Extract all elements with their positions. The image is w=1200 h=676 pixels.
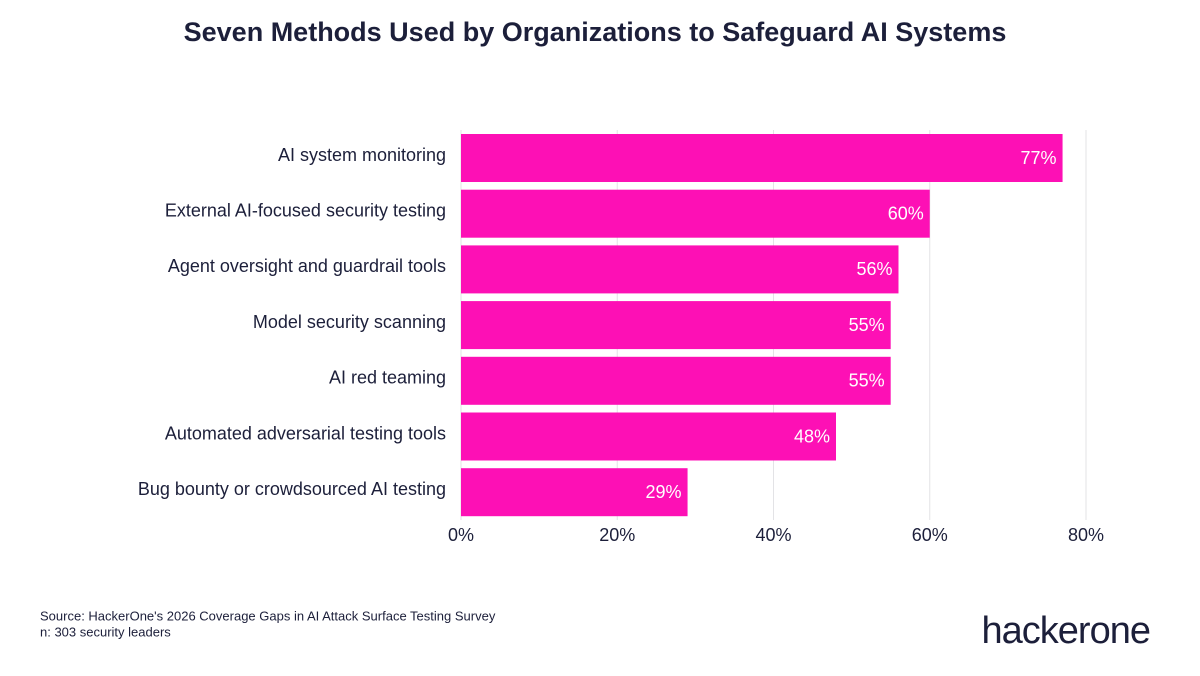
y-tick-label: AI system monitoring <box>278 145 446 165</box>
value-label: 55% <box>849 315 885 335</box>
y-tick-label: External AI-focused security testing <box>165 200 446 220</box>
value-label: 77% <box>1021 148 1057 168</box>
y-tick-label: Automated adversarial testing tools <box>165 423 446 443</box>
value-label: 56% <box>856 259 892 279</box>
value-label: 60% <box>888 203 924 223</box>
bar <box>461 468 688 517</box>
source-note: Source: HackerOne's 2026 Coverage Gaps i… <box>40 608 496 623</box>
bar <box>461 356 891 405</box>
bar <box>461 245 899 294</box>
bar <box>461 412 836 461</box>
bar <box>461 189 930 238</box>
bar <box>461 301 891 350</box>
value-label: 55% <box>849 371 885 391</box>
bar <box>461 134 1063 182</box>
y-tick-label: Bug bounty or crowdsourced AI testing <box>138 479 446 499</box>
x-tick-label: 80% <box>1068 525 1104 545</box>
chart-title: Seven Methods Used by Organizations to S… <box>184 17 1007 47</box>
y-tick-label: Agent oversight and guardrail tools <box>168 256 446 276</box>
x-tick-label: 20% <box>599 525 635 545</box>
x-tick-label: 60% <box>912 525 948 545</box>
x-tick-label: 0% <box>448 525 474 545</box>
brand-logo: hackerone <box>982 610 1150 652</box>
x-tick-label: 40% <box>755 525 791 545</box>
y-tick-label: Model security scanning <box>253 312 446 332</box>
sample-note: n: 303 security leaders <box>40 624 171 639</box>
value-label: 48% <box>794 426 830 446</box>
y-tick-label: AI red teaming <box>329 368 446 388</box>
value-label: 29% <box>646 482 682 502</box>
